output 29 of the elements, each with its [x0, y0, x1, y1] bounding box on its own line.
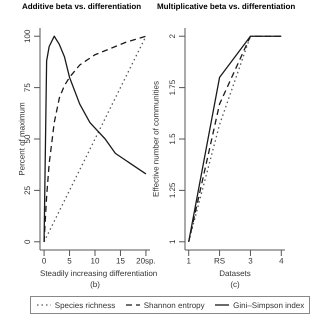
legend-label: Species richness — [54, 300, 116, 310]
legend-label: Gini–Simpson index — [233, 300, 304, 310]
x-tick-label: 20sp. — [136, 256, 156, 266]
y-tick-label: 1 — [168, 239, 177, 244]
y-tick-label: 1.25 — [168, 182, 177, 198]
y-tick-label: 0 — [23, 239, 32, 244]
text: (b) — [89, 280, 101, 289]
x-tick-label: 0 — [42, 256, 47, 266]
x-axis-title: Steadily increasing differentiation — [40, 269, 158, 278]
x-tick-label: 10 — [90, 256, 100, 266]
y-tick-label: 2 — [168, 33, 177, 38]
y-tick-label: 1.5 — [168, 132, 177, 145]
y-axis-title: Effective number of communities — [152, 81, 160, 197]
x-tick-label: 3 — [248, 256, 254, 266]
x-tick-label: 15 — [116, 256, 126, 266]
x-tick-label: 5 — [67, 256, 72, 266]
x-axis-title: Datasets — [218, 269, 252, 278]
x-tick-label: 4 — [279, 256, 284, 266]
y-tick-label: 50 — [23, 134, 32, 144]
y-tick-label: 25 — [23, 185, 32, 195]
x-tick-label: 1 — [186, 256, 192, 266]
y-tick-label: 1.75 — [168, 79, 177, 96]
chart-title: Additive beta vs. differentiation — [22, 2, 142, 11]
text: (c) — [229, 280, 241, 289]
y-tick-label: 75 — [23, 82, 32, 92]
x-tick-label: RS — [214, 256, 226, 266]
y-tick-label: 100 — [23, 29, 32, 43]
legend-label: Shannon entropy — [144, 300, 205, 310]
chart-title: Multiplicative beta vs. differentiation — [157, 2, 296, 11]
